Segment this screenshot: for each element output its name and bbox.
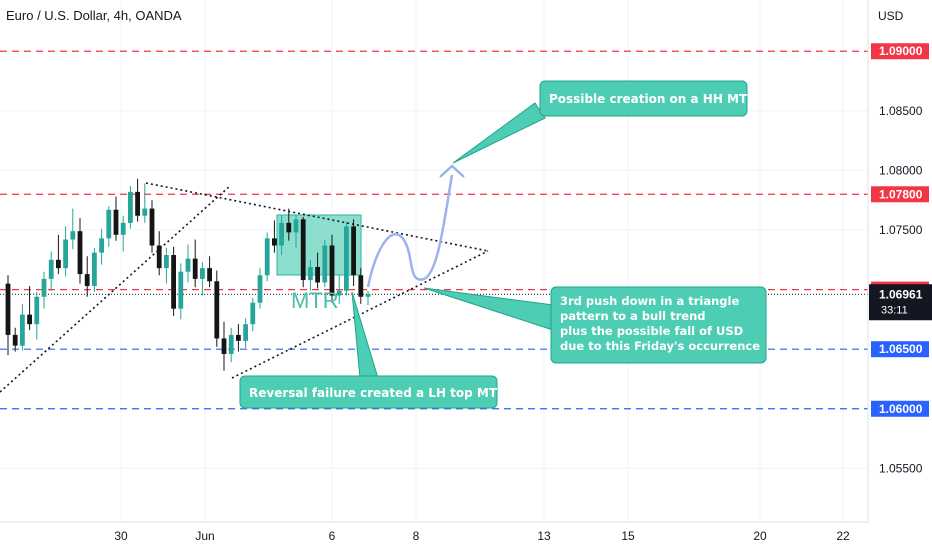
candle-body — [293, 219, 299, 233]
candle-body — [207, 268, 212, 282]
candle-body — [149, 208, 155, 246]
callout-box-right — [550, 286, 767, 364]
candle-body — [171, 255, 176, 309]
current-price-tag — [869, 284, 932, 321]
candle-body — [106, 209, 112, 239]
candle-body — [156, 245, 162, 269]
candle-body — [27, 314, 32, 325]
callout-text-right-line: pattern to a bull trend — [560, 309, 706, 323]
candle-body — [272, 238, 277, 246]
candle-body — [358, 275, 364, 297]
candle-body — [128, 191, 133, 223]
chart-title: Euro / U.S. Dollar, 4h, OANDA — [6, 8, 182, 23]
candle-body — [5, 283, 11, 335]
candle-body — [243, 324, 248, 341]
candle-body — [257, 275, 263, 303]
projection-curve — [366, 174, 454, 288]
candle-body — [120, 222, 126, 235]
candle-body — [279, 222, 284, 246]
candle-body — [365, 294, 371, 297]
callout-text-bottom: Reversal failure created a LH top MTR — [249, 386, 506, 400]
candle-body — [308, 266, 313, 281]
candle-body — [214, 281, 220, 339]
price-tag-label: 1.06000 — [879, 402, 923, 416]
callout-box-bottom — [239, 375, 498, 409]
candle-body — [286, 222, 292, 233]
time-tick-label: 13 — [537, 529, 551, 543]
candle-body — [34, 296, 40, 325]
price-tag — [871, 186, 929, 203]
triangle-upper-line — [145, 182, 489, 252]
price-tag — [871, 341, 929, 358]
time-tick-label: 8 — [413, 529, 420, 543]
candle-body — [344, 226, 349, 291]
candle-body — [20, 314, 25, 346]
candle-body — [264, 238, 270, 276]
candle-body — [135, 191, 140, 216]
currency-label: USD — [878, 9, 904, 23]
countdown-label: 33:11 — [881, 304, 908, 316]
projection-arrowhead — [439, 164, 465, 178]
price-tag-label: 1.09000 — [879, 44, 923, 58]
price-tick-label: 1.08500 — [879, 104, 923, 118]
time-tick-label: 6 — [329, 529, 336, 543]
candle-body — [41, 278, 47, 297]
candle-body — [300, 219, 306, 281]
candle-body — [329, 245, 335, 296]
price-tick-label: 1.08000 — [879, 163, 923, 177]
candle-body — [48, 259, 54, 279]
time-tick-label: 22 — [836, 529, 850, 543]
callouts: Possible creation on a HH MTR Reversal fa… — [239, 80, 767, 409]
candle-body — [178, 271, 184, 309]
time-tick-label: 30 — [114, 529, 128, 543]
callout-box-top — [539, 80, 748, 117]
time-axis: 30 Jun 6 8 13 15 20 22 — [114, 529, 850, 543]
candle-body — [315, 266, 320, 283]
price-tag — [871, 400, 929, 417]
price-axis: 1.05500 1.07500 1.08000 1.08500 1.09000 1.078… — [869, 42, 932, 475]
price-tag-label: 1.06500 — [879, 342, 923, 356]
time-tick-label: 20 — [753, 529, 767, 543]
candle-body — [99, 238, 104, 253]
price-tag — [871, 43, 929, 60]
candle-body — [142, 208, 148, 216]
candle-body — [63, 239, 68, 269]
candles — [5, 178, 371, 371]
callout-text-right-line: plus the possible fall of USD — [560, 324, 743, 338]
candle-body — [77, 231, 83, 275]
price-tick-label: 1.05500 — [879, 461, 923, 475]
callout-text-top: Possible creation on a HH MTR — [549, 92, 756, 106]
candle-body — [185, 258, 191, 272]
candle-body — [113, 209, 119, 235]
trend-lines — [0, 182, 489, 393]
candle-body — [221, 338, 227, 354]
trendline-lower-left — [0, 185, 231, 393]
current-price-label: 1.06961 — [879, 287, 923, 301]
candle-body — [70, 231, 76, 240]
candle-body — [164, 255, 169, 269]
candle-body — [236, 334, 241, 341]
time-tick-label: Jun — [195, 529, 214, 543]
callout-text-right-line: 3rd push down in a triangle — [560, 294, 739, 308]
price-tag-label: 1.07800 — [879, 187, 923, 201]
candle-body — [351, 226, 356, 276]
candle-body — [84, 274, 90, 287]
candle-body — [250, 302, 256, 325]
candle-body — [336, 290, 342, 296]
projection-path — [366, 164, 465, 288]
callout-text-right-line: due to this Friday's occurrence — [560, 339, 760, 353]
candle-body — [192, 258, 198, 279]
candle-body — [12, 334, 18, 346]
candle-body — [200, 268, 205, 279]
candle-body — [322, 245, 328, 283]
mtr-label: MTR — [291, 288, 339, 313]
candle-body — [56, 259, 61, 269]
price-tick-label: 1.07500 — [879, 223, 923, 237]
candle-body — [92, 252, 97, 287]
time-tick-label: 15 — [621, 529, 635, 543]
candle-body — [228, 334, 234, 354]
